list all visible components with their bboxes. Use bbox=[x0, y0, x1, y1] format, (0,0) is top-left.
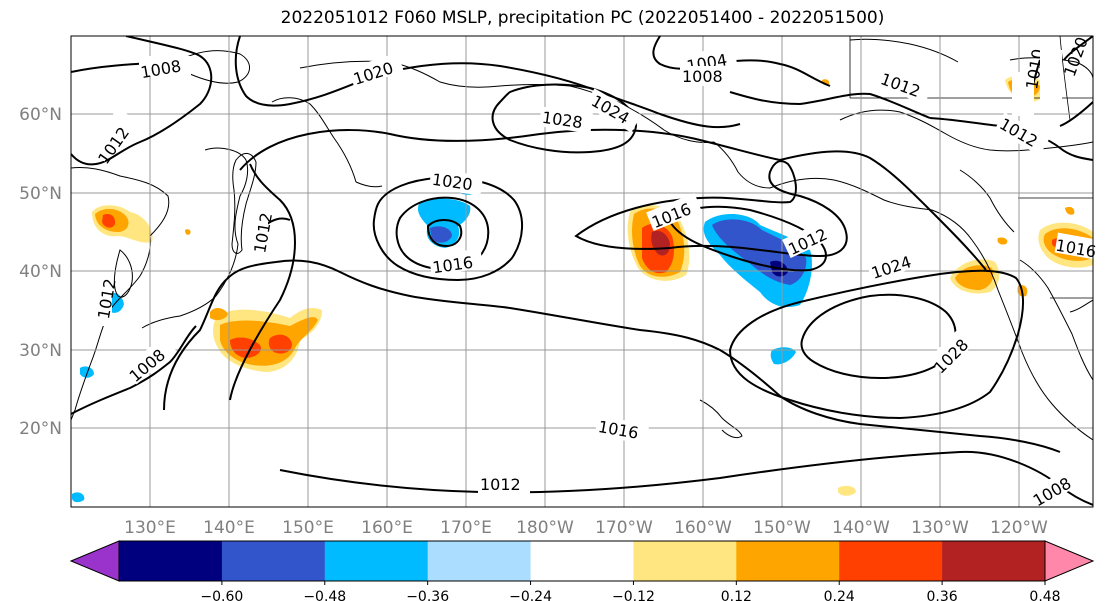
lat-label-20N: 20°N bbox=[19, 419, 62, 439]
lon-label-140E: 140°E bbox=[203, 518, 255, 538]
lon-label-140W: 140°W bbox=[832, 518, 890, 538]
lon-label-160E: 160°E bbox=[361, 518, 413, 538]
colorbar-tick-label: 0.24 bbox=[824, 589, 855, 601]
lon-label-150E: 150°E bbox=[282, 518, 334, 538]
colorbar-tick-label: −0.60 bbox=[200, 589, 243, 601]
colorbar-extend-high bbox=[1044, 540, 1095, 582]
mslp-isobars bbox=[71, 36, 1093, 506]
map-frame bbox=[70, 35, 1094, 508]
lon-label-160W: 160°W bbox=[674, 518, 732, 538]
lon-label-170W: 170°W bbox=[595, 518, 653, 538]
colorbar-extend-low bbox=[69, 540, 120, 582]
colorbar-bin bbox=[942, 541, 1046, 581]
colorbar-tick-label: −0.48 bbox=[303, 589, 346, 601]
colorbar-bin bbox=[119, 541, 223, 581]
lat-label-50N: 50°N bbox=[19, 184, 62, 204]
map-title: 2022051012 F060 MSLP, precipitation PC (… bbox=[280, 8, 885, 28]
lon-label-180W: 180°W bbox=[516, 518, 574, 538]
colorbar-tick-label: −0.12 bbox=[612, 589, 655, 601]
colorbar-frame bbox=[118, 540, 1046, 582]
lon-label-130W: 130°W bbox=[911, 518, 969, 538]
precipitation-shading bbox=[72, 75, 1093, 503]
contour-labels: 1008 1020 1004 1008 1012 1010 1020 1024 … bbox=[87, 34, 1098, 510]
colorbar-tick-label: 0.36 bbox=[927, 589, 958, 601]
latitude-axis: 60°N 50°N 40°N 30°N 20°N bbox=[19, 105, 62, 439]
colorbar-bin bbox=[633, 541, 737, 581]
lat-label-30N: 30°N bbox=[19, 341, 62, 361]
colorbar-bin bbox=[839, 541, 943, 581]
colorbar-tick-label: 0.12 bbox=[721, 589, 752, 601]
colorbar-bin bbox=[736, 541, 840, 581]
colorbar-bin bbox=[221, 541, 326, 581]
contour-label: 1012 bbox=[480, 475, 521, 494]
colorbar-tick-label: −0.36 bbox=[406, 589, 449, 601]
lat-label-60N: 60°N bbox=[19, 105, 62, 125]
lon-label-130E: 130°E bbox=[124, 518, 176, 538]
lon-label-120W: 120°W bbox=[990, 518, 1048, 538]
colorbar-bin bbox=[427, 541, 532, 581]
lon-label-150W: 150°W bbox=[753, 518, 811, 538]
contour-label: 1008 bbox=[682, 67, 723, 86]
colorbar: −0.60 −0.48 −0.36 −0.24 −0.12 0.12 0.24 0.36 0.4… bbox=[69, 540, 1095, 601]
colorbar-bin bbox=[324, 541, 429, 581]
colorbar-tick-label: 0.48 bbox=[1029, 589, 1060, 601]
longitude-axis: 130°E 140°E 150°E 160°E 170°E 180°W 170°… bbox=[124, 518, 1048, 538]
colorbar-tick-label: −0.24 bbox=[509, 589, 552, 601]
coastlines bbox=[71, 38, 1093, 441]
colorbar-bin bbox=[530, 541, 634, 581]
lon-label-170E: 170°E bbox=[440, 518, 492, 538]
lat-label-40N: 40°N bbox=[19, 262, 62, 282]
